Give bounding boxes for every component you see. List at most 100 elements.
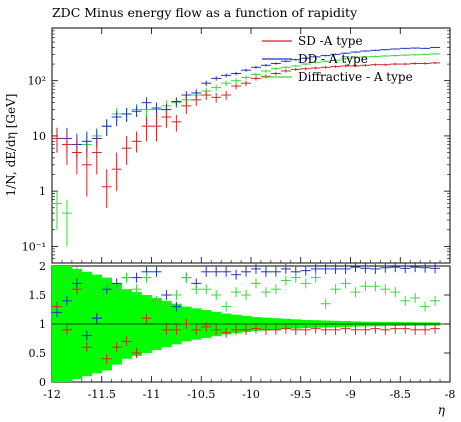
ratio-point-sd <box>231 324 242 335</box>
data-point-diffractive <box>61 199 72 247</box>
data-point-sd <box>201 91 212 100</box>
chart-title: ZDC Minus energy flow as a function of r… <box>52 5 358 20</box>
data-point-diffractive <box>390 54 401 57</box>
ratio-point-sd <box>290 324 301 335</box>
data-point-sd <box>270 71 281 76</box>
ratio-point-dd <box>350 262 361 273</box>
data-point-diffractive <box>380 55 391 57</box>
data-point-dd <box>430 46 441 49</box>
data-point-sd <box>191 95 202 106</box>
data-point-sd <box>290 67 301 71</box>
x-axis-label: η <box>438 403 446 417</box>
ratio-point-sd <box>131 348 142 358</box>
ratio-point-dd <box>380 262 391 273</box>
data-point-dd <box>151 102 162 114</box>
data-point-dd <box>201 80 212 87</box>
main-plot-frame <box>51 27 451 264</box>
ratio-point-sd <box>430 323 441 334</box>
data-point-sd <box>231 83 242 90</box>
ratio-point-diffractive <box>181 272 192 283</box>
ratio-point-dd <box>310 263 321 274</box>
ratio-point-diffractive <box>131 284 142 295</box>
ratio-point-diffractive <box>380 284 391 295</box>
ratio-point-sd <box>360 324 371 335</box>
data-point-diffractive <box>400 54 411 57</box>
data-point-sd <box>81 148 92 197</box>
ratio-point-diffractive <box>201 284 212 295</box>
data-point-dd <box>420 47 431 49</box>
data-point-dd <box>390 48 401 50</box>
ratio-point-diffractive <box>101 278 112 289</box>
data-point-sd <box>360 64 371 67</box>
data-point-dd <box>221 73 232 78</box>
ratio-point-dd <box>270 266 281 277</box>
ratio-point-dd <box>360 263 371 274</box>
ratio-tick-label: 1 <box>39 318 46 331</box>
ratio-point-diffractive <box>270 284 281 295</box>
ratio-point-dd <box>420 262 431 273</box>
data-point-diffractive <box>340 57 351 60</box>
x-tick-label: -10.5 <box>187 388 215 401</box>
ratio-tick-label: 2 <box>39 260 46 273</box>
ratio-tick-label: 0 <box>39 376 46 389</box>
ratio-point-diffractive <box>330 284 341 295</box>
x-axis: -12 -11.5 -11 -10.5 -10 -9.5 -9 -8.5 -8 <box>43 28 455 401</box>
ratio-point-dd <box>231 269 242 280</box>
ratio-point-sd <box>370 323 381 334</box>
ratio-point-diffractive <box>171 290 182 300</box>
data-point-diffractive <box>231 78 242 84</box>
data-point-sd <box>420 62 431 65</box>
data-point-dd <box>121 108 132 122</box>
data-point-sd <box>111 152 122 192</box>
data-point-sd <box>320 65 331 69</box>
ratio-point-dd <box>71 278 82 289</box>
ratio-point-sd <box>300 324 311 335</box>
data-point-sd <box>300 67 311 71</box>
data-point-diffractive <box>360 56 371 58</box>
data-point-dd <box>310 56 321 58</box>
ratio-point-dd <box>171 301 182 312</box>
data-point-sd <box>380 63 391 66</box>
data-point-diffractive <box>350 56 361 59</box>
ratio-point-diffractive <box>370 281 381 292</box>
ratio-point-diffractive <box>260 287 271 298</box>
ratio-point-dd <box>250 263 261 274</box>
data-point-dd <box>260 64 271 67</box>
legend-label-dd: DD - A type <box>298 52 368 66</box>
ratio-point-sd <box>320 324 331 335</box>
ratio-point-diffractive <box>91 290 102 300</box>
data-point-sd <box>161 109 172 128</box>
data-point-diffractive <box>330 59 341 62</box>
ratio-point-diffractive <box>300 278 311 289</box>
data-point-sd <box>280 69 291 73</box>
data-point-diffractive <box>320 60 331 63</box>
y-tick-label: 10 <box>32 130 46 143</box>
ratio-point-dd <box>81 330 92 341</box>
data-point-dd <box>231 71 242 76</box>
ratio-point-dd <box>280 263 291 274</box>
data-point-dd <box>340 52 351 54</box>
ratio-point-diffractive <box>151 295 162 306</box>
x-tick-label: -10 <box>242 388 260 401</box>
data-point-sd <box>101 169 112 208</box>
data-point-diffractive <box>420 53 431 56</box>
data-point-diffractive <box>241 75 251 80</box>
data-point-dd <box>360 50 371 52</box>
data-point-sd <box>340 64 351 68</box>
ratio-point-diffractive <box>400 295 411 306</box>
data-point-dd <box>370 49 381 51</box>
ratio-point-sd <box>390 323 401 334</box>
ratio-point-diffractive <box>121 272 132 283</box>
data-point-diffractive <box>290 64 301 68</box>
legend-label-diffractive: Diffractive - A type <box>298 70 413 84</box>
data-point-dd <box>290 58 301 61</box>
data-point-dd <box>380 48 391 51</box>
data-point-dd <box>101 119 112 136</box>
x-tick-label: -11.5 <box>88 388 116 401</box>
data-point-diffractive <box>430 53 441 55</box>
data-point-sd <box>171 114 182 132</box>
data-point-dd <box>111 111 122 127</box>
ratio-point-diffractive <box>250 278 261 289</box>
data-point-sd <box>251 76 261 81</box>
data-point-diffractive <box>280 65 291 69</box>
